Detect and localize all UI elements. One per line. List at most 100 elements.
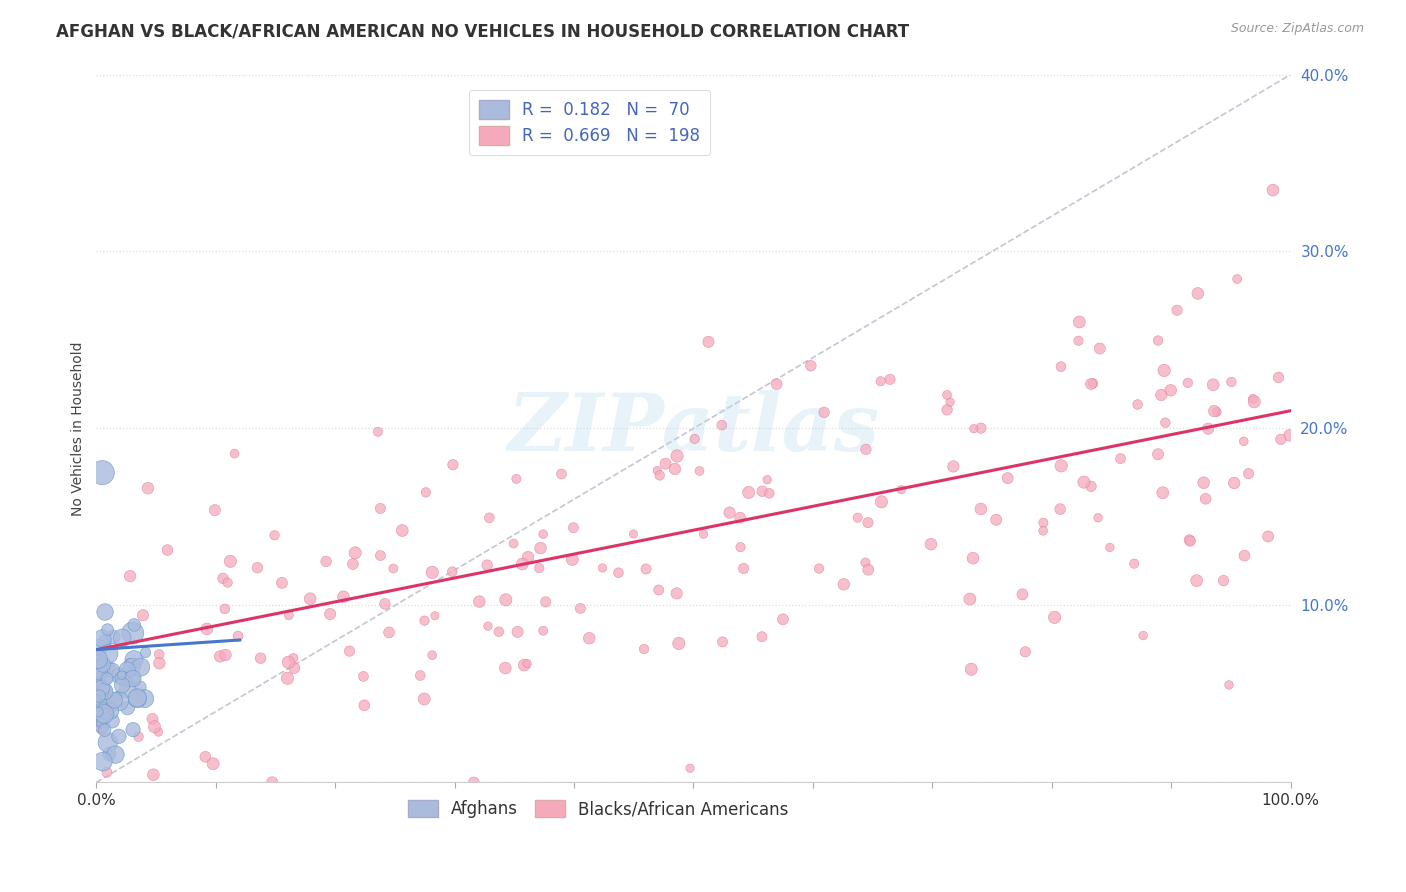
Point (1180, 534, 1202, 549)
Point (855, 556, 877, 570)
Point (765, 377, 787, 392)
Point (124, 672, 146, 686)
Point (96, 765, 118, 780)
Point (1080, 376, 1102, 391)
Point (111, 671, 134, 685)
Point (143, 720, 166, 734)
Point (879, 372, 901, 386)
Point (986, 513, 1008, 527)
Point (1278, 428, 1301, 442)
Point (1226, 272, 1249, 286)
Point (1152, 485, 1174, 500)
Point (420, 566, 443, 580)
Point (534, 595, 557, 609)
Point (562, 521, 585, 535)
Point (1218, 678, 1240, 692)
Point (87, 640, 110, 655)
Point (1011, 587, 1033, 601)
Point (531, 624, 554, 638)
Point (697, 334, 720, 349)
Point (283, 651, 305, 665)
Point (689, 464, 711, 478)
Point (142, 768, 165, 782)
Point (194, 749, 217, 764)
Point (664, 462, 686, 476)
Point (86, 710, 108, 724)
Point (117, 674, 139, 689)
Point (1223, 475, 1246, 490)
Point (718, 506, 741, 520)
Point (648, 468, 671, 483)
Point (111, 678, 134, 692)
Point (214, 602, 236, 616)
Point (148, 725, 170, 739)
Point (208, 649, 231, 664)
Point (1132, 628, 1154, 642)
Point (111, 668, 134, 682)
Point (1220, 375, 1243, 389)
Point (441, 458, 464, 472)
Point (1195, 491, 1218, 506)
Point (212, 571, 235, 585)
Point (1166, 303, 1188, 318)
Text: Source: ZipAtlas.com: Source: ZipAtlas.com (1230, 22, 1364, 36)
Point (91, 466, 114, 480)
Point (96, 672, 118, 686)
Point (108, 668, 131, 682)
Point (1241, 392, 1264, 406)
Point (94, 634, 117, 648)
Point (751, 630, 773, 644)
Point (93, 701, 115, 715)
Point (1233, 434, 1256, 449)
Point (93, 684, 115, 698)
Point (710, 418, 733, 433)
Point (1147, 334, 1170, 348)
Point (846, 510, 869, 524)
Point (1177, 376, 1199, 390)
Point (516, 657, 538, 671)
Point (1192, 475, 1215, 490)
Point (1154, 416, 1177, 430)
Point (1088, 342, 1111, 356)
Point (870, 495, 893, 509)
Point (1204, 404, 1226, 418)
Point (118, 656, 141, 670)
Point (890, 483, 912, 497)
Point (505, 472, 527, 486)
Point (665, 586, 688, 600)
Point (963, 422, 986, 436)
Point (1123, 557, 1146, 571)
Point (510, 557, 533, 571)
Point (959, 592, 981, 607)
Point (1197, 422, 1219, 436)
Point (1153, 363, 1175, 377)
Point (578, 631, 600, 645)
Point (96, 670, 118, 684)
Point (122, 653, 145, 667)
Point (367, 425, 389, 439)
Point (1073, 475, 1095, 490)
Point (1109, 451, 1132, 466)
Point (98, 747, 121, 761)
Point (148, 657, 170, 671)
Point (315, 554, 337, 568)
Point (513, 658, 536, 673)
Point (91, 632, 114, 646)
Point (807, 561, 830, 575)
Point (124, 618, 146, 632)
Point (103, 693, 125, 707)
Point (936, 402, 959, 417)
Point (1257, 529, 1279, 543)
Point (382, 561, 405, 575)
Point (800, 359, 823, 373)
Point (108, 694, 131, 708)
Point (103, 630, 125, 644)
Point (127, 691, 149, 706)
Point (692, 527, 714, 541)
Point (100, 704, 122, 718)
Point (111, 631, 134, 645)
Point (94, 701, 117, 715)
Point (997, 471, 1019, 485)
Point (1069, 315, 1091, 329)
Point (1081, 376, 1104, 391)
